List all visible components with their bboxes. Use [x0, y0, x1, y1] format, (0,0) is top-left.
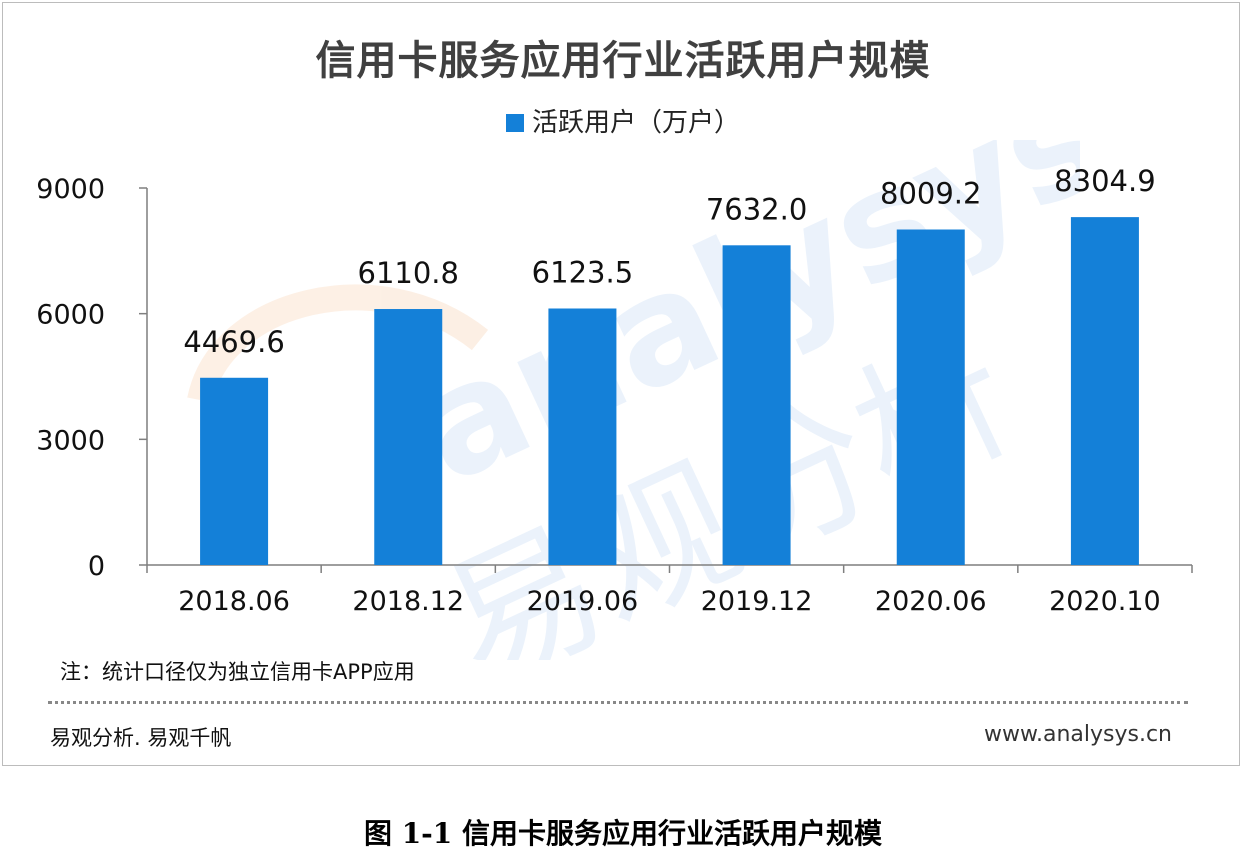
data-label: 4469.6 — [183, 325, 284, 359]
y-tick-label: 3000 — [36, 425, 105, 456]
x-tick-label: 2018.12 — [352, 586, 464, 617]
data-label: 7632.0 — [706, 192, 807, 226]
bar — [896, 229, 965, 565]
bar — [548, 308, 617, 565]
data-label: 6123.5 — [532, 255, 633, 289]
x-tick-label: 2019.12 — [701, 586, 813, 617]
legend-label: 活跃用户（万户） — [531, 108, 740, 138]
dotted-divider — [48, 701, 1188, 704]
bar — [374, 309, 443, 565]
x-tick-label: 2019.06 — [527, 586, 639, 617]
data-label: 8304.9 — [1054, 164, 1155, 198]
y-tick-label: 9000 — [36, 174, 105, 205]
data-label: 8009.2 — [880, 177, 981, 211]
x-tick-label: 2020.10 — [1049, 586, 1161, 617]
legend-swatch — [505, 114, 524, 132]
bar — [200, 377, 269, 565]
legend: 活跃用户（万户） — [0, 102, 1246, 139]
bar — [1070, 217, 1139, 565]
x-tick-label: 2020.06 — [875, 586, 987, 617]
source-credit: 易观分析. 易观千帆 — [50, 726, 232, 750]
chart-note: 注：统计口径仅为独立信用卡APP应用 — [60, 660, 415, 684]
data-label: 6110.8 — [358, 256, 459, 290]
figure-caption: 图 1-1 信用卡服务应用行业活跃用户规模 — [363, 817, 883, 850]
bar — [722, 245, 791, 565]
chart-title: 信用卡服务应用行业活跃用户规模 — [315, 38, 931, 84]
x-tick-label: 2018.06 — [178, 586, 290, 617]
source-url: www.analysys.cn — [984, 722, 1172, 747]
y-tick-label: 6000 — [36, 300, 105, 331]
y-tick-label: 0 — [88, 551, 105, 582]
